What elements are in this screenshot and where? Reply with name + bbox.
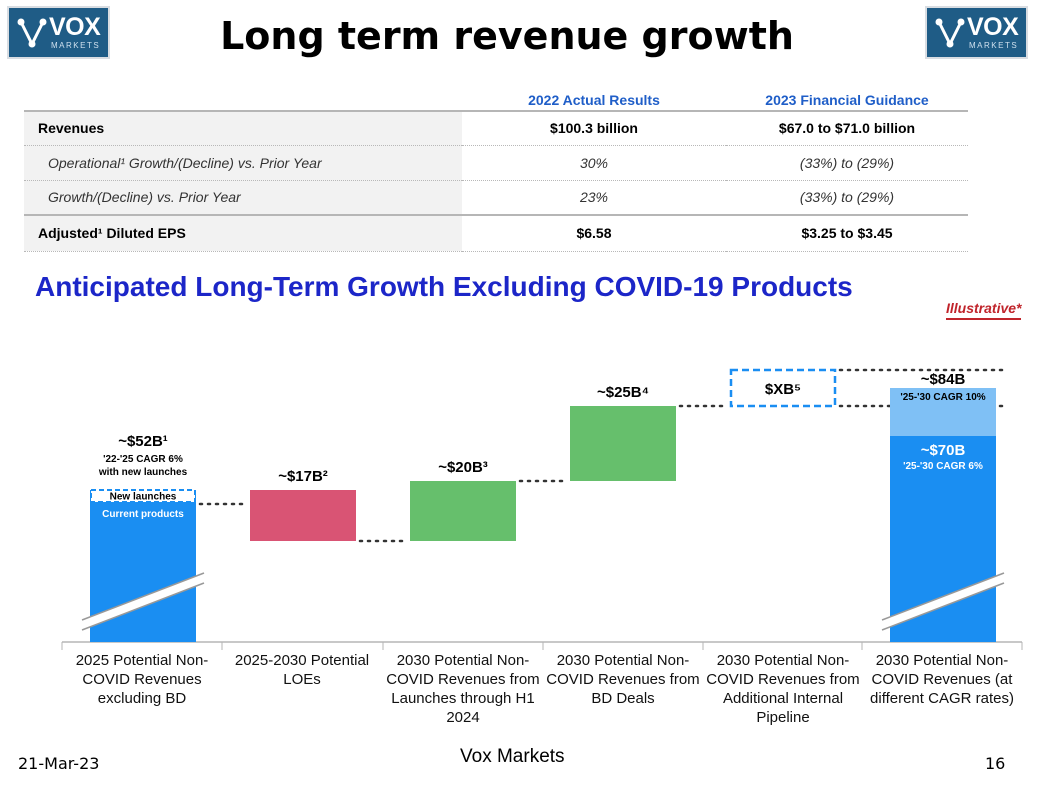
table-row: Growth/(Decline) vs. Prior Year 23% (33%… bbox=[24, 180, 968, 216]
table-header-empty bbox=[24, 89, 462, 111]
category-label-4: 2030 Potential Non-COVID Revenues from B… bbox=[546, 652, 700, 707]
logo-sub-text: MARKETS bbox=[969, 41, 1019, 50]
note-label-1a: '22-'25 CAGR 6% bbox=[103, 454, 183, 465]
category-label-6: 2030 Potential Non-COVID Revenues (at di… bbox=[870, 652, 1014, 707]
row-label: Revenues bbox=[24, 110, 462, 146]
row-label: Adjusted¹ Diluted EPS bbox=[24, 214, 462, 252]
row-actual: 30% bbox=[462, 145, 726, 181]
axis-break-6-line-top bbox=[881, 572, 1005, 621]
table-row: Revenues $100.3 billion $67.0 to $71.0 b… bbox=[24, 110, 968, 146]
illustrative-note: Illustrative* bbox=[946, 300, 1022, 320]
data-label-4: ~$25B⁴ bbox=[597, 384, 649, 401]
bar-2030-upper-cagr bbox=[890, 388, 996, 436]
data-label-3: ~$20B³ bbox=[438, 459, 488, 476]
new-launches-segment bbox=[90, 489, 196, 503]
row-guidance: (33%) to (29%) bbox=[726, 180, 968, 216]
row-actual: 23% bbox=[462, 180, 726, 216]
category-label-2: 2025-2030 Potential LOEs bbox=[234, 652, 370, 688]
waterfall-chart: New launches Current products ~$52B¹ '22-'2… bbox=[61, 368, 1023, 650]
data-label-5: $XB⁵ bbox=[765, 381, 801, 398]
axis-break-6-gap bbox=[882, 573, 1004, 630]
chart-heading: Anticipated Long-Term Growth Excluding C… bbox=[35, 271, 853, 302]
axis-break-1-line-bottom bbox=[81, 582, 205, 631]
new-launches-label: New launches bbox=[110, 492, 177, 503]
row-guidance: (33%) to (29%) bbox=[726, 145, 968, 181]
vox-markets-logo-right: VOX MARKETS bbox=[925, 6, 1028, 59]
slide-footer: Vox Markets bbox=[460, 746, 565, 767]
data-label-6-low: ~$70B bbox=[921, 442, 966, 459]
bar-loe-decrease bbox=[250, 490, 356, 541]
logo-brand-text: VOX bbox=[967, 13, 1019, 41]
table-row: Adjusted¹ Diluted EPS $6.58 $3.25 to $3.… bbox=[24, 214, 968, 252]
vox-markets-logo-left: VOX MARKETS bbox=[7, 6, 110, 59]
current-products-label: Current products bbox=[102, 509, 184, 520]
category-label-5: 2030 Potential Non-COVID Revenues from A… bbox=[706, 652, 860, 726]
bar-2030-base bbox=[890, 436, 996, 642]
category-label-1: 2025 Potential Non-COVID Revenues exclud… bbox=[75, 652, 209, 707]
table-header-guidance: 2023 Financial Guidance bbox=[765, 91, 929, 108]
axis-break-1-line-top bbox=[81, 572, 205, 621]
data-label-6: ~$84B bbox=[921, 371, 966, 388]
row-guidance: $67.0 to $71.0 billion bbox=[726, 110, 968, 146]
vox-v-icon bbox=[17, 18, 47, 47]
vox-v-icon bbox=[935, 18, 965, 47]
slide-title: Long term revenue growth bbox=[220, 14, 794, 58]
row-label: Growth/(Decline) vs. Prior Year bbox=[24, 180, 462, 216]
row-actual: $6.58 bbox=[462, 214, 726, 252]
row-guidance: $3.25 to $3.45 bbox=[726, 214, 968, 252]
note-label-6a: '25-'30 CAGR 10% bbox=[900, 392, 985, 403]
slide-date: 21-Mar-23 bbox=[18, 754, 100, 773]
page-number: 16 bbox=[985, 754, 1006, 773]
row-label: Operational¹ Growth/(Decline) vs. Prior … bbox=[24, 145, 462, 181]
category-label-3: 2030 Potential Non-COVID Revenues from L… bbox=[386, 652, 540, 726]
table-row: Operational¹ Growth/(Decline) vs. Prior … bbox=[24, 145, 968, 181]
axis-break-1-gap bbox=[82, 573, 204, 630]
pipeline-unknown-box bbox=[729, 368, 837, 408]
data-label-2: ~$17B² bbox=[278, 468, 328, 485]
bar-bd-increase bbox=[570, 406, 676, 481]
note-label-6b: '25-'30 CAGR 6% bbox=[903, 461, 983, 472]
axis-break-6-line-bottom bbox=[881, 582, 1005, 631]
table-header-actual: 2022 Actual Results bbox=[528, 91, 660, 108]
financial-table: 2022 Actual Results 2023 Financial Guida… bbox=[24, 89, 968, 252]
row-actual: $100.3 billion bbox=[462, 110, 726, 146]
bar-launches-increase bbox=[410, 481, 516, 541]
data-label-1: ~$52B¹ bbox=[118, 433, 168, 450]
logo-brand-text: VOX bbox=[49, 13, 101, 41]
note-label-1b: with new launches bbox=[98, 467, 188, 478]
table-header-row: 2022 Actual Results 2023 Financial Guida… bbox=[24, 89, 968, 111]
logo-sub-text: MARKETS bbox=[51, 41, 101, 50]
